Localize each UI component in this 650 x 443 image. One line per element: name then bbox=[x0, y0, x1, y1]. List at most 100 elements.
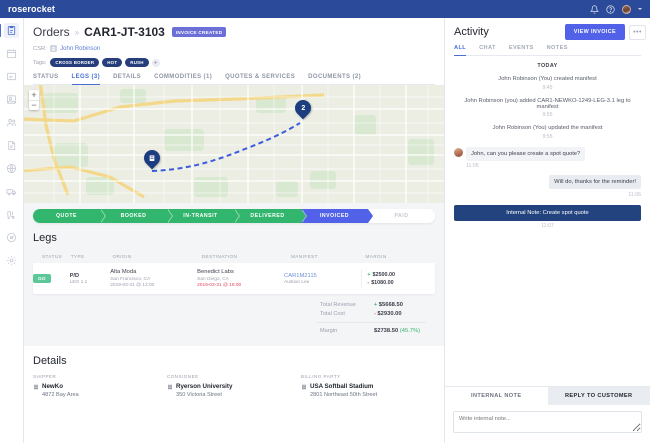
avatar[interactable] bbox=[622, 4, 631, 14]
details-title: Details bbox=[33, 355, 67, 368]
sidebar-navigation bbox=[0, 18, 24, 443]
tab-legs[interactable]: LEGS (3) bbox=[71, 74, 101, 86]
bell-icon[interactable] bbox=[590, 4, 599, 14]
activity-title: Activity bbox=[454, 26, 489, 38]
margin-value: $2738.50 (45.7%) bbox=[374, 328, 426, 334]
total-revenue-sign: + bbox=[374, 302, 378, 309]
breadcrumb: Orders » CAR1-JT-3103 INVOICE CREATED bbox=[33, 25, 435, 39]
sidebar-item-tracking[interactable] bbox=[4, 92, 19, 107]
table-row[interactable]: GO P/D LEG 1.1 Alta Moda San Francisco, … bbox=[33, 263, 435, 295]
sidebar-item-equipment[interactable] bbox=[4, 207, 19, 222]
event-time: 9:55 bbox=[542, 133, 553, 140]
breadcrumb-orders[interactable]: Orders bbox=[33, 25, 70, 39]
total-cost-label: Total Cost bbox=[320, 311, 345, 318]
legs-col-margin: MARGIN bbox=[365, 254, 387, 260]
view-invoice-button[interactable]: VIEW INVOICE bbox=[564, 24, 625, 40]
legs-col-manifest: MANIFEST bbox=[291, 254, 318, 260]
billing-party-name-row: USA Softball Stadium bbox=[301, 383, 435, 390]
internal-note-time: 11:07 bbox=[541, 223, 554, 229]
sidebar-item-invoices[interactable] bbox=[4, 138, 19, 153]
status-badge: INVOICE CREATED bbox=[171, 27, 227, 37]
consignee-address: 350 Victoria Street bbox=[176, 392, 222, 399]
tab-notes[interactable]: NOTES bbox=[546, 45, 568, 51]
progress-step-booked[interactable]: BOOKED bbox=[100, 209, 173, 224]
help-icon[interactable] bbox=[606, 4, 615, 14]
page-title: CAR1-JT-3103 bbox=[84, 25, 165, 39]
tag-hot[interactable]: HOT bbox=[102, 58, 123, 68]
map-pin-origin[interactable] bbox=[140, 147, 164, 170]
activity-panel: Activity ALL CHAT EVENTS NOTES TODAY Joh… bbox=[444, 18, 650, 443]
leg-margin-cell: + $2500.00 - $1080.00 bbox=[367, 272, 435, 286]
tab-status[interactable]: STATUS bbox=[33, 74, 59, 81]
tag-cross-border[interactable]: CROSS BORDER bbox=[50, 58, 100, 68]
progress-step-invoiced[interactable]: INVOICED bbox=[301, 209, 373, 224]
sidebar-item-customers[interactable] bbox=[4, 115, 19, 130]
leg-cost-sign: - bbox=[367, 279, 370, 286]
plus-icon[interactable] bbox=[151, 58, 160, 67]
progress-step-paid[interactable]: PAID bbox=[368, 209, 435, 224]
zoom-in-button[interactable]: + bbox=[31, 89, 37, 100]
building-icon bbox=[301, 384, 307, 390]
consignee-label: CONSIGNEE bbox=[167, 374, 199, 380]
map-pin-destination-label: 2 bbox=[301, 104, 305, 112]
order-tabs: STATUS LEGS (3) DETAILS COMMODITIES (1) … bbox=[33, 74, 435, 86]
sidebar-item-manifests[interactable] bbox=[4, 69, 19, 84]
tab-events[interactable]: EVENTS bbox=[508, 45, 534, 51]
sidebar-item-dispatch[interactable] bbox=[4, 46, 19, 61]
leg-type: P/D bbox=[69, 272, 80, 279]
billing-party-label: BILLING PARTY bbox=[301, 374, 341, 380]
destination-city: San Diego, CA bbox=[197, 276, 229, 282]
composer-tabs: INTERNAL NOTE REPLY TO CUSTOMER bbox=[445, 387, 650, 405]
tab-internal-note[interactable]: INTERNAL NOTE bbox=[471, 393, 522, 399]
event-time: 9:55 bbox=[542, 112, 553, 118]
chevron-down-icon[interactable] bbox=[638, 8, 642, 10]
tab-commodities[interactable]: COMMODITIES (1) bbox=[154, 74, 213, 81]
zoom-out-button[interactable]: − bbox=[29, 100, 39, 110]
tags-label: Tags: bbox=[33, 59, 47, 66]
top-navigation-bar: roserocket bbox=[0, 0, 650, 18]
map-zoom-controls: + − bbox=[29, 89, 39, 111]
event-text: John Robinson (you) added CAR1-NEWKO-124… bbox=[464, 97, 631, 110]
tab-chat[interactable]: CHAT bbox=[479, 45, 496, 51]
progress-step-in-transit[interactable]: IN-TRANSIT bbox=[167, 209, 240, 224]
list-item: John Robinson (You) updated the manifest… bbox=[454, 125, 641, 140]
building-icon bbox=[33, 384, 39, 390]
order-progress-wrap: QUOTE BOOKED IN-TRANSIT DELIVERED INVOIC… bbox=[24, 203, 444, 224]
map-pin-destination[interactable]: 2 bbox=[291, 97, 315, 120]
message-input[interactable] bbox=[453, 411, 642, 433]
consignee-name-row: Ryerson University bbox=[167, 383, 301, 390]
tag-rush[interactable]: RUSH bbox=[125, 58, 149, 68]
building-icon bbox=[148, 154, 156, 162]
sidebar-item-settings[interactable] bbox=[4, 253, 19, 268]
progress-step-quote[interactable]: QUOTE bbox=[33, 209, 106, 224]
legs-col-origin: ORIGIN bbox=[112, 254, 132, 260]
activity-feed[interactable]: TODAY John Robinson (You) created manife… bbox=[445, 56, 650, 386]
tab-details[interactable]: DETAILS bbox=[113, 74, 142, 81]
tab-quotes-services[interactable]: QUOTES & SERVICES bbox=[225, 74, 296, 81]
total-revenue-label: Total Revenue bbox=[320, 302, 356, 309]
sidebar-item-assets[interactable] bbox=[4, 184, 19, 199]
sidebar-item-reports[interactable] bbox=[4, 230, 19, 245]
tab-all[interactable]: ALL bbox=[454, 45, 467, 56]
tab-reply-to-customer[interactable]: REPLY TO CUSTOMER bbox=[547, 387, 650, 405]
total-cost-line: Total Cost - $2930.00 bbox=[320, 311, 426, 317]
legs-col-destination: DESTINATION bbox=[201, 254, 238, 260]
sidebar-item-orders[interactable] bbox=[0, 23, 19, 38]
progress-step-delivered[interactable]: DELIVERED bbox=[234, 209, 307, 224]
legs-totals: Total Revenue + $5668.50 Total Cost - $2… bbox=[24, 294, 444, 340]
breadcrumb-separator: » bbox=[74, 27, 80, 37]
topbar-actions bbox=[590, 4, 642, 14]
brand-logo[interactable]: roserocket bbox=[8, 4, 56, 14]
leg-status-badge: GO bbox=[33, 274, 51, 284]
details-section: Details SHIPPER NewKo 4872 Bay Area CONS… bbox=[24, 346, 444, 443]
route-map[interactable]: + − 2 bbox=[24, 85, 444, 204]
csr-name[interactable]: John Robinson bbox=[60, 45, 101, 52]
margin-amount: $2738.50 bbox=[374, 328, 399, 335]
tab-documents[interactable]: DOCUMENTS (2) bbox=[308, 74, 362, 81]
more-options-button[interactable]: ••• bbox=[629, 24, 646, 40]
origin-city: San Francisco, CA bbox=[110, 276, 151, 282]
sidebar-item-accounting[interactable] bbox=[4, 161, 19, 176]
manifest-link[interactable]: CAR1M2115 bbox=[284, 272, 317, 279]
details-consignee: CONSIGNEE Ryerson University 350 Victori… bbox=[167, 374, 301, 398]
leg-origin-cell: Alta Moda San Francisco, CA 2019-03-31 @… bbox=[110, 269, 197, 288]
